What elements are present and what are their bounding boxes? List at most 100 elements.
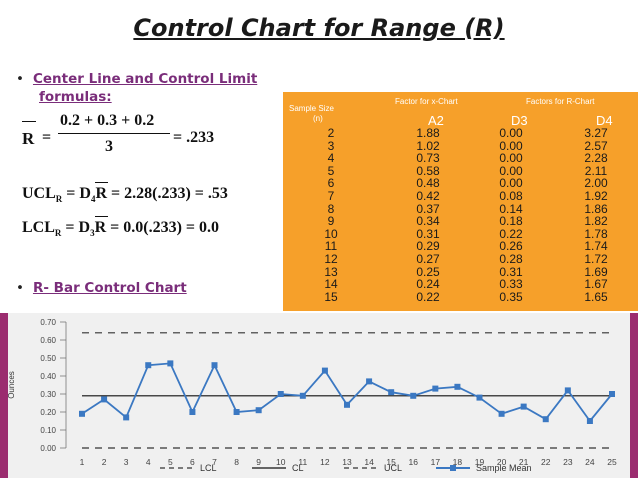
cell-d4: 2.57 <box>584 138 608 153</box>
cell-n: 10 <box>324 226 338 241</box>
x-tick-label: 15 <box>386 457 396 467</box>
x-tick-label: 12 <box>320 457 330 467</box>
cell-n: 8 <box>327 201 335 216</box>
factors-table: Sample Size (n) Factor for x-Chart Facto… <box>283 92 638 311</box>
cell-n: 4 <box>327 151 335 166</box>
slide-border-left <box>0 313 8 478</box>
cell-a2: 0.42 <box>416 189 440 203</box>
legend-sample-mean-marker <box>450 465 456 471</box>
cell-d3: 0.00 <box>499 126 523 140</box>
cell-d4: 3.27 <box>584 126 608 140</box>
x-tick-label: 16 <box>409 457 419 467</box>
series-sample-mean-point <box>145 362 152 369</box>
series-sample-mean-point <box>609 391 615 397</box>
ucl-value: = 2.28(.233) = .53 <box>111 185 228 202</box>
cell-d4: 1.69 <box>584 264 608 279</box>
x-tick-label: 18 <box>453 457 463 467</box>
legend-ucl-label: UCL <box>384 463 402 473</box>
series-sample-mean-point <box>255 407 262 414</box>
x-tick-label: 19 <box>475 457 485 467</box>
x-tick-label: 13 <box>342 457 352 467</box>
x-tick-label: 9 <box>256 457 261 467</box>
cell-d3: 0.00 <box>499 176 523 191</box>
series-sample-mean-point <box>476 394 483 401</box>
cell-n: 2 <box>327 126 335 140</box>
cell-a2: 0.24 <box>416 277 440 292</box>
legend-lcl-label: LCL <box>200 463 217 473</box>
series-sample-mean-point <box>432 385 439 392</box>
rbar-denominator: 3 <box>105 138 113 155</box>
bullet-rbar-chart: • R- Bar Control Chart <box>16 280 187 296</box>
cell-a2: 0.34 <box>416 214 440 229</box>
series-sample-mean-point <box>542 416 549 423</box>
slide-border-right <box>630 313 638 478</box>
cell-n: 3 <box>327 138 335 153</box>
ucl-formula: UCLR = D4R = 2.28(.233) = .53 <box>22 182 228 204</box>
cell-d4: 1.86 <box>584 201 608 216</box>
bullet-text: R- Bar Control Chart <box>32 280 187 296</box>
chart-area: 0.00 0.10 0.20 0.30 0.40 0.50 0.60 0.70 Ounces 1 2… <box>0 313 638 478</box>
cell-d4: 1.74 <box>584 239 608 254</box>
cell-d4: 2.00 <box>584 176 608 191</box>
cell-d4: 1.72 <box>584 252 608 266</box>
series-sample-mean-point <box>520 403 527 410</box>
cell-a2: 0.48 <box>416 176 440 191</box>
cell-d3: 0.35 <box>499 289 523 304</box>
cell-n: 9 <box>327 214 335 229</box>
bullet-text-line2: formulas: <box>39 89 112 105</box>
x-tick-label: 20 <box>497 457 507 467</box>
slide-title: Control Chart for Range (R) <box>133 14 505 42</box>
series-sample-mean-point <box>211 362 218 369</box>
header-sample-size: Sample Size <box>289 104 334 113</box>
cell-d3: 0.00 <box>499 163 523 178</box>
header-n: (n) <box>313 114 323 123</box>
legend-sample-mean-label: Sample Mean <box>476 463 532 473</box>
rbar-value: = .233 <box>173 129 215 146</box>
x-tick-label: 22 <box>541 457 551 467</box>
legend-cl-label: CL <box>292 463 304 473</box>
cell-a2: 1.02 <box>416 138 440 153</box>
lcl-formula: LCLR = D3R = 0.0(.233) = 0.0 <box>22 216 219 238</box>
y-tick-label: 0.00 <box>40 444 56 453</box>
series-sample-mean-point <box>344 401 350 408</box>
series-sample-mean-line <box>81 362 613 423</box>
x-tick-label: 24 <box>585 457 595 467</box>
header-d4: D4 <box>596 113 613 128</box>
y-tick-label: 0.20 <box>40 408 56 417</box>
x-tick-label: 6 <box>190 457 195 467</box>
x-tick-label: 5 <box>168 457 173 467</box>
header-x-chart: Factor for x-Chart <box>395 97 458 106</box>
y-tick-label: 0.30 <box>40 390 56 399</box>
cell-n: 6 <box>327 176 335 191</box>
series-sample-mean-point <box>233 409 240 415</box>
cell-d3: 0.14 <box>499 201 523 216</box>
cell-d3: 0.26 <box>499 239 523 254</box>
cell-d3: 0.18 <box>499 214 523 229</box>
series-sample-mean-point <box>277 391 284 397</box>
cell-n: 5 <box>327 163 335 178</box>
cell-d4: 2.28 <box>584 151 608 166</box>
cell-n: 15 <box>324 289 338 304</box>
cell-a2: 0.25 <box>416 264 440 279</box>
y-tick-label: 0.10 <box>40 426 56 435</box>
rbar-numerator: 0.2 + 0.3 + 0.2 <box>60 112 155 129</box>
y-axis-label: Ounces <box>7 371 16 399</box>
bullet-dot: • <box>16 71 24 87</box>
series-sample-mean-point <box>586 418 593 424</box>
x-tick-label: 1 <box>80 457 85 467</box>
cell-d3: 0.00 <box>499 151 523 166</box>
cell-a2: 0.31 <box>416 226 440 241</box>
x-tick-label: 4 <box>146 457 151 467</box>
series-sample-mean-point <box>167 360 174 367</box>
cell-a2: 1.88 <box>416 126 440 140</box>
cell-a2: 0.22 <box>416 289 440 304</box>
series-sample-mean-point <box>498 410 505 417</box>
header-a2: A2 <box>428 113 444 128</box>
cell-a2: 0.29 <box>416 239 440 254</box>
series-sample-mean-point <box>410 392 417 399</box>
cell-d4: 1.67 <box>584 277 608 292</box>
header-d3: D3 <box>511 113 528 128</box>
cell-n: 13 <box>324 264 338 279</box>
x-tick-label: 10 <box>276 457 286 467</box>
